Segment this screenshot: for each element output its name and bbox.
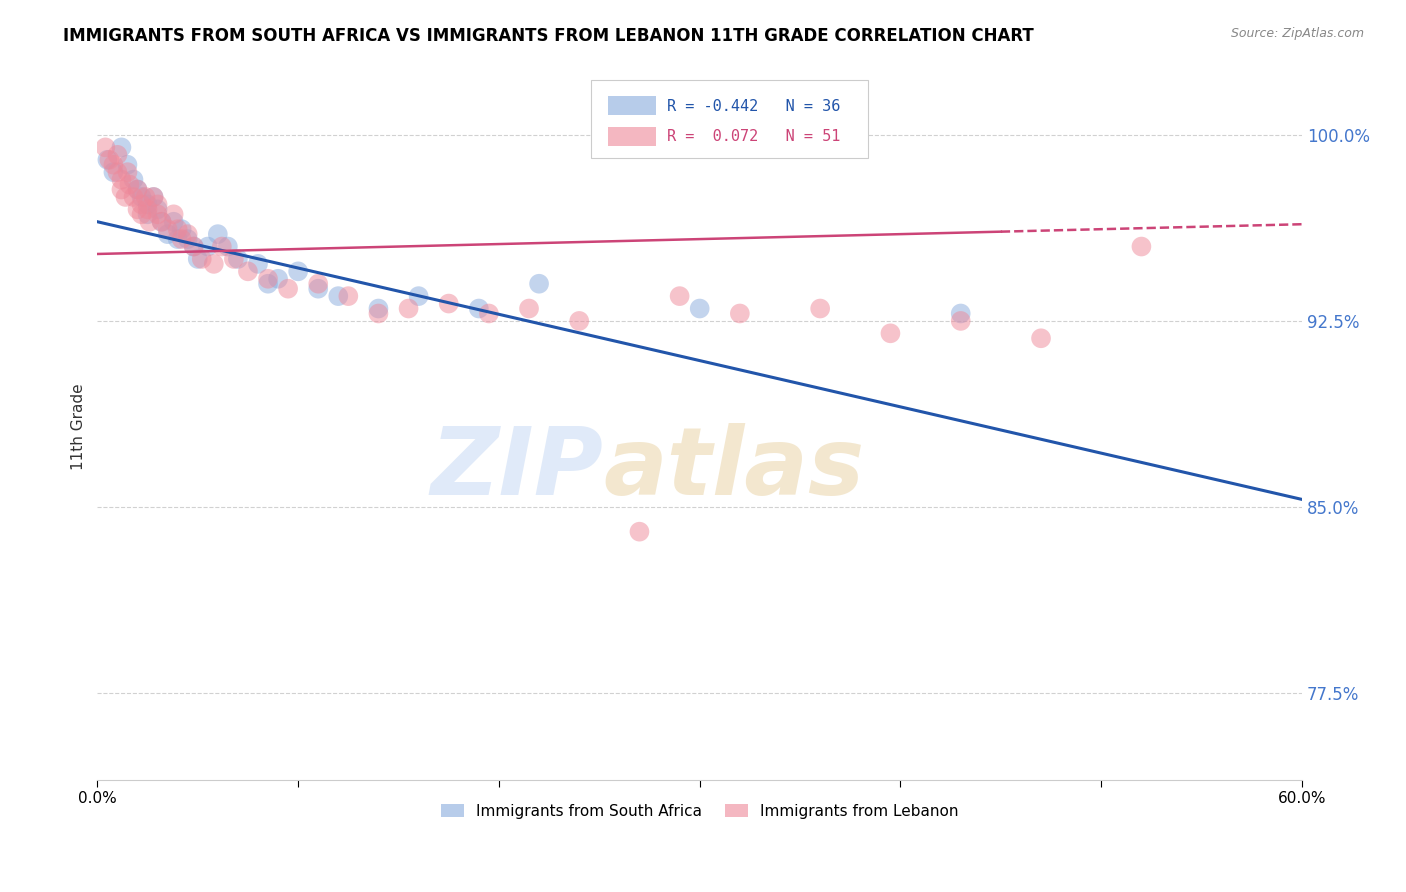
Point	[190, 252, 212, 266]
Point	[527, 277, 550, 291]
Point	[150, 215, 173, 229]
FancyBboxPatch shape	[609, 127, 657, 145]
Point	[367, 301, 389, 316]
Point	[257, 272, 280, 286]
Point	[1029, 331, 1052, 345]
Point	[328, 289, 350, 303]
Point	[135, 190, 157, 204]
Point	[156, 227, 179, 241]
Point	[277, 282, 299, 296]
Point	[103, 158, 125, 172]
Point	[468, 301, 491, 316]
Point	[110, 140, 132, 154]
Point	[166, 222, 188, 236]
Point	[142, 190, 165, 204]
Point	[118, 178, 141, 192]
Point	[163, 207, 186, 221]
Point	[217, 239, 239, 253]
Point	[110, 172, 132, 186]
Point	[728, 306, 751, 320]
Point	[187, 252, 209, 266]
Point	[107, 165, 129, 179]
Text: IMMIGRANTS FROM SOUTH AFRICA VS IMMIGRANTS FROM LEBANON 11TH GRADE CORRELATION C: IMMIGRANTS FROM SOUTH AFRICA VS IMMIGRAN…	[63, 27, 1033, 45]
Point	[177, 232, 200, 246]
Point	[517, 301, 540, 316]
Point	[146, 202, 169, 217]
Point	[131, 207, 153, 221]
Text: ZIP: ZIP	[430, 423, 603, 515]
Point	[236, 264, 259, 278]
Point	[107, 148, 129, 162]
Point	[226, 252, 249, 266]
Text: R =  0.072   N = 51: R = 0.072 N = 51	[668, 129, 841, 145]
Point	[156, 222, 179, 236]
Point	[879, 326, 901, 341]
Point	[136, 207, 159, 221]
Y-axis label: 11th Grade: 11th Grade	[72, 383, 86, 469]
Point	[94, 140, 117, 154]
Point	[949, 314, 972, 328]
Point	[170, 232, 193, 246]
Point	[478, 306, 501, 320]
Point	[122, 190, 145, 204]
Point	[96, 153, 118, 167]
Point	[166, 232, 188, 246]
Point	[628, 524, 651, 539]
Point	[117, 165, 139, 179]
Point	[110, 182, 132, 196]
Point	[127, 182, 149, 196]
Point	[1130, 239, 1153, 253]
Point	[307, 277, 329, 291]
Point	[131, 197, 153, 211]
Point	[568, 314, 591, 328]
Point	[114, 190, 136, 204]
Point	[150, 215, 173, 229]
Legend: Immigrants from South Africa, Immigrants from Lebanon: Immigrants from South Africa, Immigrants…	[434, 797, 965, 825]
Point	[142, 190, 165, 204]
Point	[202, 257, 225, 271]
Point	[170, 222, 193, 236]
Point	[307, 282, 329, 296]
Point	[183, 239, 205, 253]
Text: Source: ZipAtlas.com: Source: ZipAtlas.com	[1230, 27, 1364, 40]
Point	[138, 215, 160, 229]
Point	[127, 182, 149, 196]
Point	[337, 289, 360, 303]
FancyBboxPatch shape	[609, 96, 657, 115]
Point	[122, 172, 145, 186]
Point	[146, 207, 169, 221]
Point	[136, 197, 159, 211]
Point	[177, 227, 200, 241]
Text: atlas: atlas	[603, 423, 865, 515]
Point	[1201, 785, 1223, 799]
Point	[163, 215, 186, 229]
Point	[246, 257, 269, 271]
Point	[103, 165, 125, 179]
Point	[127, 202, 149, 217]
Point	[408, 289, 430, 303]
Point	[197, 239, 219, 253]
Point	[98, 153, 121, 167]
Point	[257, 277, 280, 291]
Point	[222, 252, 245, 266]
Point	[131, 190, 153, 204]
Point	[949, 306, 972, 320]
Point	[211, 239, 233, 253]
Point	[267, 272, 290, 286]
Point	[367, 306, 389, 320]
Point	[287, 264, 309, 278]
Point	[668, 289, 690, 303]
Point	[146, 197, 169, 211]
FancyBboxPatch shape	[592, 80, 869, 158]
Point	[183, 239, 205, 253]
Point	[207, 227, 229, 241]
Point	[437, 296, 460, 310]
Point	[136, 202, 159, 217]
Point	[689, 301, 711, 316]
Point	[117, 158, 139, 172]
Point	[398, 301, 420, 316]
Text: R = -0.442   N = 36: R = -0.442 N = 36	[668, 99, 841, 113]
Point	[808, 301, 831, 316]
